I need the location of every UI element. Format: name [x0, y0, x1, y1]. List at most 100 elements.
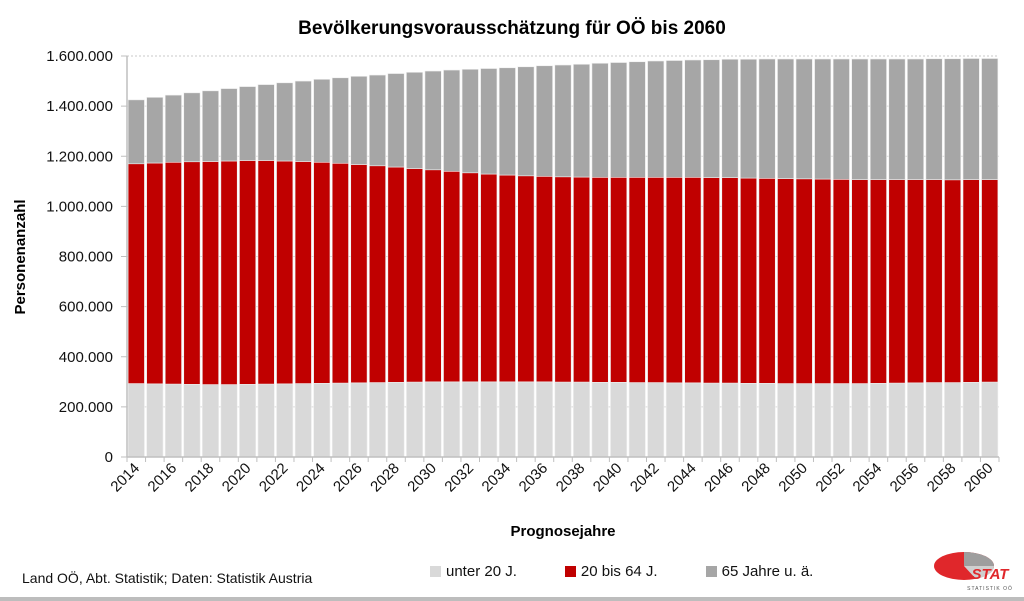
legend-swatch [564, 566, 576, 577]
bar-segment-65-plus-2018 [202, 90, 219, 162]
x-tick-label: 2044 [664, 460, 700, 496]
bar-segment-under-20-2038 [573, 381, 591, 458]
bar-segment-under-20-2017 [183, 384, 201, 458]
bar-segment-65-plus-2032 [461, 68, 479, 174]
bar-segment-20-64-2022 [276, 160, 294, 385]
bar-segment-20-64-2052 [832, 179, 850, 384]
x-tick-label: 2052 [813, 460, 849, 496]
bar-segment-20-64-2037 [554, 176, 572, 383]
bar-segment-65-plus-2055 [888, 58, 906, 180]
bar-segment-under-20-2047 [740, 383, 758, 458]
bar-segment-20-64-2047 [740, 177, 758, 384]
bar-segment-under-20-2049 [777, 383, 795, 458]
bar-segment-under-20-2039 [591, 382, 609, 458]
bar-segment-20-64-2031 [443, 170, 461, 383]
y-tick-label: 1.000.000 [46, 198, 113, 215]
bar-segment-65-plus-2019 [220, 88, 238, 162]
legend-label: 20 bis 64 J. [580, 563, 658, 580]
bar-segment-20-64-2020 [239, 160, 257, 385]
bar-segment-65-plus-2029 [406, 71, 424, 169]
bar-segment-20-64-2026 [350, 164, 368, 384]
legend-item-under-20: unter 20 J. [430, 563, 517, 580]
x-tick-label: 2018 [182, 460, 218, 496]
bar-segment-under-20-2053 [851, 383, 869, 458]
bar-segment-20-64-2028 [387, 166, 405, 383]
bar-segment-65-plus-2017 [183, 92, 201, 163]
bar-segment-under-20-2040 [610, 382, 628, 458]
bar-segment-under-20-2056 [907, 382, 924, 458]
bar-segment-under-20-2048 [758, 383, 776, 458]
logo-wedge-icon [964, 552, 994, 566]
bar-segment-65-plus-2048 [758, 58, 776, 179]
legend-label: 65 Jahre u. ä. [721, 563, 814, 580]
x-tick-label: 2038 [553, 460, 589, 496]
x-tick-label: 2050 [775, 460, 811, 496]
bar-segment-65-plus-2060 [981, 58, 999, 180]
bar-segment-under-20-2015 [146, 383, 164, 458]
x-tick-label: 2046 [701, 460, 737, 496]
bar-segment-20-64-2015 [146, 162, 164, 385]
bar-segment-20-64-2017 [183, 161, 201, 385]
bar-segment-under-20-2024 [313, 383, 331, 458]
x-tick-label: 2054 [850, 460, 886, 496]
bars [127, 58, 999, 458]
bar-segment-20-64-2057 [925, 179, 943, 383]
bar-segment-65-plus-2021 [257, 84, 275, 161]
bar-segment-20-64-2027 [368, 165, 386, 383]
legend-item-20-64: 20 bis 64 J. [564, 563, 658, 580]
bar-segment-under-20-2027 [368, 382, 386, 458]
logo-wedge-light-icon [964, 566, 995, 579]
bar-segment-20-64-2038 [573, 176, 591, 383]
x-tick-label: 2016 [145, 460, 181, 496]
bar-segment-20-64-2014 [127, 163, 145, 384]
chart-title: Bevölkerungsvorausschätzung für OÖ bis 2… [298, 18, 726, 39]
x-tick-label: 2034 [479, 460, 515, 496]
y-tick-label: 600.000 [59, 299, 113, 316]
bar-segment-under-20-2016 [164, 383, 182, 458]
bar-segment-under-20-2045 [702, 382, 720, 458]
bar-segment-65-plus-2015 [146, 97, 164, 164]
bar-segment-20-64-2040 [610, 177, 628, 383]
bar-segment-20-64-2058 [944, 179, 962, 383]
bar-segment-65-plus-2014 [127, 99, 145, 165]
bar-segment-20-64-2016 [164, 161, 182, 385]
bar-segment-under-20-2051 [814, 383, 832, 458]
bar-segment-20-64-2039 [591, 177, 609, 383]
bar-segment-65-plus-2043 [665, 60, 683, 178]
bar-segment-20-64-2041 [628, 177, 646, 383]
bar-segment-20-64-2032 [461, 172, 479, 383]
bar-segment-under-20-2022 [276, 383, 294, 458]
x-axis-title: Prognosejahre [510, 523, 615, 540]
bar-segment-20-64-2048 [758, 178, 776, 384]
bar-segment-under-20-2058 [944, 382, 962, 458]
stat-logo: STAT STATISTIK OÖ [934, 552, 1012, 592]
bar-segment-20-64-2025 [331, 162, 349, 384]
y-tick-label: 1.600.000 [46, 48, 113, 65]
bar-segment-65-plus-2047 [740, 58, 758, 179]
bar-segment-20-64-2029 [406, 168, 424, 383]
bar-segment-under-20-2059 [962, 382, 980, 458]
bar-segment-under-20-2036 [535, 381, 553, 458]
bar-segment-under-20-2025 [331, 382, 349, 458]
bar-segment-20-64-2042 [647, 177, 665, 383]
y-tick-label: 200.000 [59, 399, 113, 416]
x-tick-label: 2048 [738, 460, 774, 496]
bar-segment-20-64-2018 [202, 161, 219, 385]
bar-segment-under-20-2044 [684, 382, 702, 458]
legend-swatch [705, 566, 717, 577]
axes [126, 56, 1000, 462]
bar-segment-under-20-2029 [406, 381, 424, 458]
bar-segment-65-plus-2050 [795, 58, 813, 180]
bar-segment-20-64-2044 [684, 177, 702, 384]
bar-segment-65-plus-2045 [702, 59, 720, 178]
bar-segment-under-20-2043 [665, 382, 683, 458]
x-tick-label: 2030 [404, 460, 440, 496]
y-tick-label: 400.000 [59, 349, 113, 366]
bar-segment-under-20-2019 [220, 384, 238, 458]
bar-segment-under-20-2026 [350, 382, 368, 458]
bar-segment-20-64-2056 [907, 179, 924, 384]
x-tick-label: 2022 [256, 460, 292, 496]
legend-item-65-plus: 65 Jahre u. ä. [705, 563, 814, 580]
y-tick-label: 800.000 [59, 249, 113, 266]
bar-segment-65-plus-2023 [294, 80, 312, 162]
